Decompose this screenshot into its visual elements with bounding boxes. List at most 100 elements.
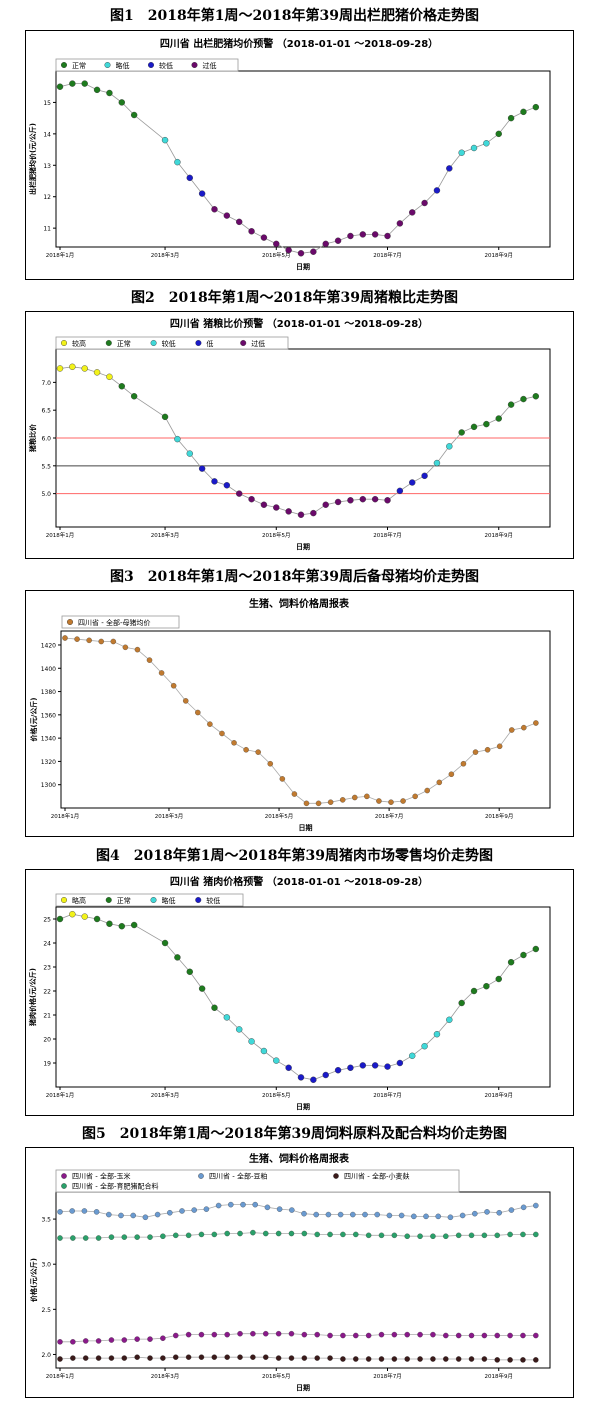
- data-point: [396, 487, 404, 495]
- data-point: [443, 1356, 449, 1362]
- data-point: [130, 921, 138, 929]
- y-axis-label: 猪肉价格(元/公斤): [28, 968, 37, 1027]
- data-point: [458, 429, 465, 436]
- data-point: [248, 1038, 255, 1045]
- data-point: [404, 1233, 410, 1239]
- data-point: [252, 1201, 258, 1208]
- legend-label: 低: [206, 339, 213, 348]
- data-point: [69, 1208, 75, 1214]
- data-point: [273, 1057, 280, 1064]
- data-point: [433, 187, 441, 194]
- x-tick-label: 2018年7月: [373, 1091, 402, 1099]
- data-point: [421, 472, 428, 480]
- figure-3-caption: 图3 2018年第1周～2018年第39周后备母猪均价走势图: [110, 569, 479, 585]
- data-point: [314, 1331, 320, 1338]
- data-point: [533, 1357, 539, 1363]
- data-point: [223, 482, 231, 489]
- data-point: [95, 1235, 102, 1241]
- data-point: [250, 1229, 256, 1236]
- data-point: [384, 1063, 391, 1070]
- data-point: [161, 136, 169, 144]
- series-line: [59, 83, 536, 254]
- data-point: [243, 747, 249, 753]
- x-axis-label: 日期: [296, 262, 310, 271]
- data-point: [384, 232, 391, 240]
- data-point: [56, 83, 64, 90]
- data-point: [327, 1231, 333, 1238]
- data-point: [340, 1231, 346, 1238]
- data-point: [443, 1332, 449, 1339]
- data-point: [154, 1211, 161, 1218]
- data-point: [301, 1230, 308, 1237]
- data-point: [391, 1356, 398, 1362]
- legend-marker: [61, 1183, 67, 1189]
- data-point: [371, 1062, 379, 1069]
- data-point: [520, 1332, 526, 1339]
- data-point: [433, 459, 441, 467]
- data-point: [122, 644, 129, 651]
- data-point: [347, 1064, 354, 1072]
- data-point: [82, 1338, 89, 1344]
- data-point: [533, 720, 539, 726]
- data-point: [520, 1204, 527, 1211]
- data-point: [430, 1233, 436, 1239]
- legend-box: [55, 58, 239, 72]
- data-point: [223, 212, 231, 219]
- data-point: [520, 1357, 526, 1363]
- data-point: [110, 638, 117, 645]
- y-tick-label: 1400: [41, 666, 56, 673]
- data-point: [172, 1232, 179, 1239]
- data-point: [186, 968, 193, 976]
- data-point: [340, 1356, 346, 1362]
- data-point: [334, 1066, 342, 1074]
- data-point: [186, 450, 193, 457]
- figure-2-caption: 图2 2018年第1周～2018年第39周猪粮比走势图: [131, 290, 458, 306]
- data-point: [160, 1335, 166, 1341]
- figure-2-chart: 四川省 猪粮比价预警 （2018-01-01 ～2018-09-28） 5.0 5.…: [28, 317, 551, 551]
- data-point: [398, 1212, 405, 1219]
- data-point: [174, 435, 181, 443]
- data-point: [447, 1214, 454, 1221]
- figure-1-caption: 图1 2018年第1周～2018年第39周出栏肥猪价格走势图: [110, 8, 479, 24]
- data-point: [458, 999, 465, 1007]
- data-point: [237, 1354, 243, 1360]
- plot-area: [55, 70, 551, 248]
- data-point: [481, 1232, 488, 1239]
- data-point: [409, 209, 416, 216]
- data-point: [347, 232, 354, 240]
- legend-marker: [147, 62, 154, 69]
- y-tick-label: 15: [43, 100, 51, 107]
- data-point: [446, 443, 453, 450]
- data-point: [224, 1331, 230, 1338]
- legend-label: 略低: [116, 61, 130, 70]
- legend-marker: [333, 1173, 339, 1179]
- data-point: [533, 1231, 539, 1238]
- data-point: [455, 1232, 462, 1239]
- data-point: [106, 373, 113, 381]
- data-point: [472, 749, 479, 755]
- data-point: [69, 911, 76, 918]
- data-point: [508, 727, 515, 733]
- data-point: [433, 1030, 441, 1038]
- data-point: [468, 1332, 475, 1339]
- data-point: [339, 797, 346, 803]
- series-line: [59, 1204, 536, 1218]
- data-point: [495, 415, 502, 422]
- data-point: [185, 1232, 192, 1239]
- data-point: [56, 365, 64, 372]
- data-point: [108, 1234, 115, 1240]
- legend-marker: [150, 897, 157, 904]
- data-point: [409, 1052, 416, 1060]
- data-point: [130, 393, 138, 400]
- x-axis-label: 日期: [296, 1383, 310, 1392]
- data-point: [288, 1230, 295, 1237]
- x-axis-label: 日期: [296, 542, 310, 551]
- y-axis-label: 价格(元/公斤): [29, 698, 38, 742]
- data-point: [285, 246, 292, 254]
- x-axis-label: 日期: [299, 823, 313, 832]
- data-point: [391, 1331, 398, 1338]
- legend-label: 四川省 - 全部-母猪均价: [78, 618, 151, 627]
- legend-label: 四川省 - 全部-小麦麸: [344, 1172, 410, 1181]
- data-point: [250, 1354, 256, 1360]
- data-point: [350, 1211, 356, 1218]
